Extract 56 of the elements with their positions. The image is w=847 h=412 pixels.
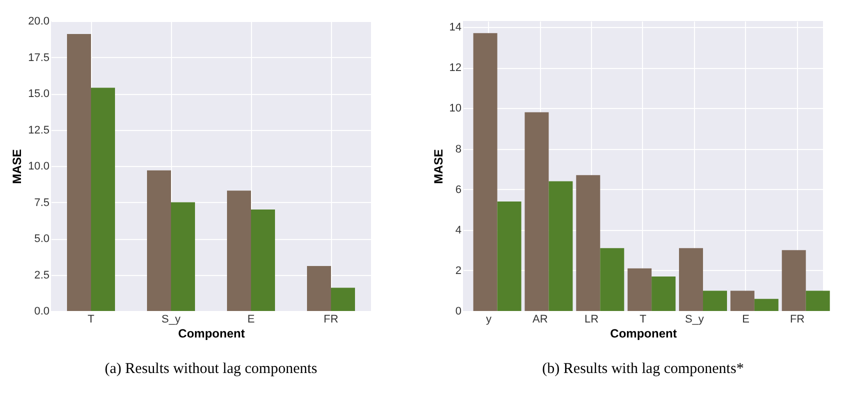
y-tick-label: 8 xyxy=(455,143,462,156)
y-tick-label: 6 xyxy=(455,184,462,196)
bar xyxy=(679,248,703,311)
x-tick-label: y xyxy=(486,314,492,326)
bar xyxy=(147,170,171,311)
x-axis-title: Component xyxy=(610,326,677,340)
x-tick-label: T xyxy=(640,314,647,326)
y-tick-label: 10 xyxy=(449,102,462,115)
y-tick-label: 5.0 xyxy=(34,233,50,245)
bar xyxy=(576,175,600,311)
bar xyxy=(652,276,676,311)
x-tick-label: FR xyxy=(324,314,338,326)
text: (b) Results with lag components* xyxy=(542,361,744,377)
bar xyxy=(600,248,624,311)
bar xyxy=(730,290,754,311)
y-tick-label: 7.5 xyxy=(34,196,50,209)
bar xyxy=(67,34,91,311)
bar xyxy=(806,290,830,311)
bar xyxy=(524,112,549,311)
y-tick-label: 14 xyxy=(449,22,462,34)
y-tick-label: 12 xyxy=(449,62,462,74)
x-tick-label: FR xyxy=(790,314,805,326)
text: (a) Results without lag components xyxy=(104,361,318,377)
x-tick-label: LR xyxy=(584,314,599,326)
y-tick-label: 0 xyxy=(455,306,462,318)
y-axis-title: MASE xyxy=(431,149,446,184)
bar xyxy=(91,88,115,311)
bar xyxy=(307,266,331,311)
y-tick-label: 15.0 xyxy=(28,88,50,100)
y-tick-label: 12.5 xyxy=(28,124,50,136)
bar xyxy=(331,288,355,311)
bar xyxy=(628,268,652,311)
x-tick-label: AR xyxy=(532,314,548,326)
bar xyxy=(754,298,778,311)
bar xyxy=(548,181,573,311)
bar xyxy=(171,202,195,311)
bar xyxy=(703,290,727,311)
bar xyxy=(497,201,522,311)
y-tick-label: 20.0 xyxy=(28,16,50,28)
y-tick-label: 4 xyxy=(455,224,462,236)
y-tick-label: 10.0 xyxy=(28,160,50,172)
x-tick-label: S_y xyxy=(684,314,704,326)
x-tick-label: E xyxy=(742,314,750,326)
y-tick-label: 0.0 xyxy=(34,306,50,318)
bar xyxy=(782,250,806,311)
bar xyxy=(251,210,275,311)
bar xyxy=(473,33,498,311)
x-axis-title: Component xyxy=(178,326,245,340)
x-tick-label: E xyxy=(247,314,255,326)
x-tick-label: S_y xyxy=(162,314,181,326)
y-tick-label: 17.5 xyxy=(28,52,50,64)
y-tick-label: 2.5 xyxy=(34,269,50,282)
x-tick-label: T xyxy=(88,314,95,326)
y-tick-label: 2 xyxy=(455,264,462,277)
y-axis-title: MASE xyxy=(10,149,24,184)
bar xyxy=(227,190,251,311)
